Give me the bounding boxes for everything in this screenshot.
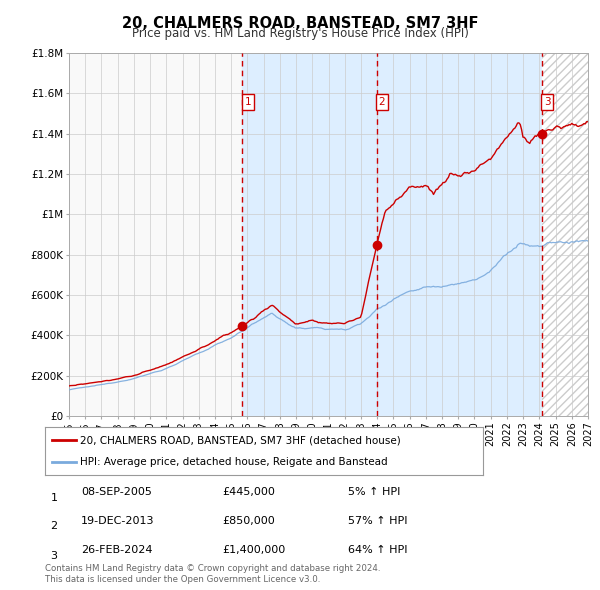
- Text: 19-DEC-2013: 19-DEC-2013: [81, 516, 155, 526]
- Text: 64% ↑ HPI: 64% ↑ HPI: [348, 546, 407, 555]
- Text: Contains HM Land Registry data © Crown copyright and database right 2024.: Contains HM Land Registry data © Crown c…: [45, 565, 380, 573]
- Text: 5% ↑ HPI: 5% ↑ HPI: [348, 487, 400, 497]
- Text: 3: 3: [544, 97, 551, 107]
- Text: HPI: Average price, detached house, Reigate and Banstead: HPI: Average price, detached house, Reig…: [80, 457, 388, 467]
- Text: £1,400,000: £1,400,000: [222, 546, 285, 555]
- Text: £850,000: £850,000: [222, 516, 275, 526]
- Text: 20, CHALMERS ROAD, BANSTEAD, SM7 3HF (detached house): 20, CHALMERS ROAD, BANSTEAD, SM7 3HF (de…: [80, 435, 401, 445]
- Text: 2: 2: [379, 97, 385, 107]
- Text: 20, CHALMERS ROAD, BANSTEAD, SM7 3HF: 20, CHALMERS ROAD, BANSTEAD, SM7 3HF: [122, 16, 478, 31]
- Text: This data is licensed under the Open Government Licence v3.0.: This data is licensed under the Open Gov…: [45, 575, 320, 584]
- Text: Price paid vs. HM Land Registry's House Price Index (HPI): Price paid vs. HM Land Registry's House …: [131, 27, 469, 40]
- Text: 1: 1: [50, 493, 58, 503]
- Text: £445,000: £445,000: [222, 487, 275, 497]
- Bar: [242, 53, 377, 416]
- Text: 1: 1: [244, 97, 251, 107]
- Text: 08-SEP-2005: 08-SEP-2005: [81, 487, 152, 497]
- Bar: [542, 53, 588, 416]
- Bar: [542, 53, 588, 416]
- Text: 57% ↑ HPI: 57% ↑ HPI: [348, 516, 407, 526]
- Text: 3: 3: [50, 551, 58, 561]
- Text: 26-FEB-2024: 26-FEB-2024: [81, 546, 152, 555]
- Text: 2: 2: [50, 522, 58, 532]
- Bar: [377, 53, 542, 416]
